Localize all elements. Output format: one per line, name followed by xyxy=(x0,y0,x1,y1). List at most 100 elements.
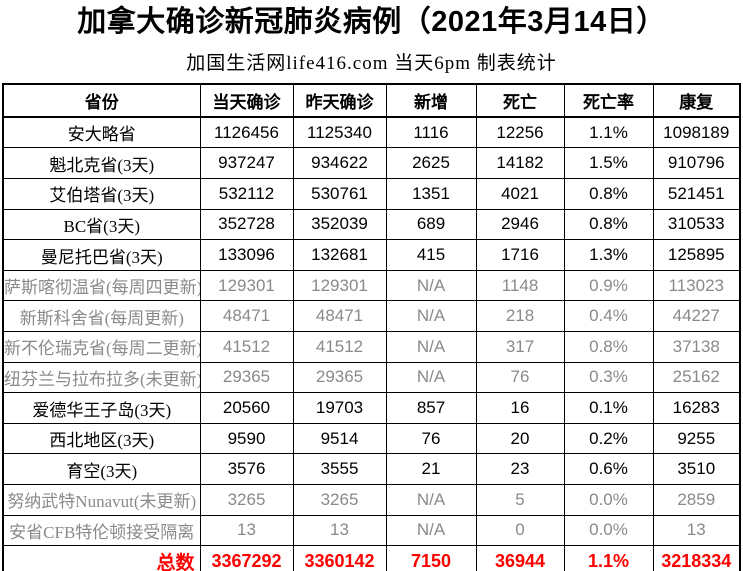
recovered-cell: 37138 xyxy=(652,331,741,363)
header-recovered: 康复 xyxy=(652,83,741,118)
recovered-cell: 16283 xyxy=(652,392,741,424)
death-rate-cell: 1.1% xyxy=(563,116,654,149)
header-new: 新增 xyxy=(385,83,477,118)
deaths-cell: 1716 xyxy=(475,239,565,271)
table-header: 省份 当天确诊 昨天确诊 新增 死亡 死亡率 康复 xyxy=(2,83,741,118)
yesterday-confirmed-cell: 9514 xyxy=(292,422,387,455)
yesterday-confirmed-cell: 934622 xyxy=(292,147,387,180)
yesterday-confirmed-cell: 129301 xyxy=(292,269,387,302)
recovered-cell: 1098189 xyxy=(652,116,741,149)
yesterday-confirmed-cell: 19703 xyxy=(292,392,387,424)
death-rate-cell: 0.0% xyxy=(563,514,654,547)
table-row: 魁北克省(3天) 937247 934622 2625 14182 1.5% 910796 xyxy=(2,147,741,180)
page-subtitle: 加国生活网life416.com 当天6pm 制表统计 xyxy=(186,52,557,74)
new-cases-cell: 7150 xyxy=(385,545,477,571)
today-confirmed-cell: 129301 xyxy=(199,269,294,302)
yesterday-confirmed-cell: 3555 xyxy=(292,453,387,486)
deaths-cell: 76 xyxy=(475,361,565,394)
new-cases-cell: 1351 xyxy=(385,178,477,210)
today-confirmed-cell: 41512 xyxy=(199,331,294,363)
province-cell: 安省CFB特伦顿接受隔离 xyxy=(2,514,201,547)
death-rate-cell: 1.1% xyxy=(563,545,654,571)
deaths-cell: 14182 xyxy=(475,147,565,180)
table-row: 曼尼托巴省(3天) 133096 132681 415 1716 1.3% 125895 xyxy=(2,239,741,271)
new-cases-cell: 857 xyxy=(385,392,477,424)
province-cell: 育空(3天) xyxy=(2,453,201,486)
deaths-cell: 317 xyxy=(475,331,565,363)
table-row: 萨斯喀彻温省(每周四更新) 129301 129301 N/A 1148 0.9% 1130… xyxy=(2,269,741,302)
recovered-cell: 13 xyxy=(652,514,741,547)
new-cases-cell: 415 xyxy=(385,239,477,271)
today-confirmed-cell: 532112 xyxy=(199,178,294,210)
province-cell: 魁北克省(3天) xyxy=(2,147,201,180)
header-deaths: 死亡 xyxy=(475,83,565,118)
yesterday-confirmed-cell: 29365 xyxy=(292,361,387,394)
province-cell: 总数 xyxy=(2,545,201,571)
new-cases-cell: 689 xyxy=(385,208,477,241)
province-cell: 新不伦瑞克省(每周二更新) xyxy=(2,331,201,363)
province-cell: 西北地区(3天) xyxy=(2,422,201,455)
death-rate-cell: 0.4% xyxy=(563,300,654,333)
today-confirmed-cell: 3367292 xyxy=(199,545,294,571)
death-rate-cell: 0.8% xyxy=(563,331,654,363)
province-cell: 安大略省 xyxy=(2,116,201,149)
today-confirmed-cell: 29365 xyxy=(199,361,294,394)
death-rate-cell: 1.3% xyxy=(563,239,654,271)
recovered-cell: 9255 xyxy=(652,422,741,455)
yesterday-confirmed-cell: 1125340 xyxy=(292,116,387,149)
table-row: 努纳武特Nunavut(未更新) 3265 3265 N/A 5 0.0% 2859 xyxy=(2,484,741,516)
deaths-cell: 4021 xyxy=(475,178,565,210)
deaths-cell: 23 xyxy=(475,453,565,486)
today-confirmed-cell: 20560 xyxy=(199,392,294,424)
new-cases-cell: 1116 xyxy=(385,116,477,149)
today-confirmed-cell: 352728 xyxy=(199,208,294,241)
province-cell: 艾伯塔省(3天) xyxy=(2,178,201,210)
deaths-cell: 12256 xyxy=(475,116,565,149)
table-row: BC省(3天) 352728 352039 689 2946 0.8% 310533 xyxy=(2,208,741,241)
table-row: 西北地区(3天) 9590 9514 76 20 0.2% 9255 xyxy=(2,422,741,455)
recovered-cell: 3218334 xyxy=(652,545,741,571)
today-confirmed-cell: 9590 xyxy=(199,422,294,455)
deaths-cell: 1148 xyxy=(475,269,565,302)
death-rate-cell: 0.2% xyxy=(563,422,654,455)
recovered-cell: 25162 xyxy=(652,361,741,394)
new-cases-cell: N/A xyxy=(385,269,477,302)
yesterday-confirmed-cell: 3360142 xyxy=(292,545,387,571)
province-cell: 萨斯喀彻温省(每周四更新) xyxy=(2,269,201,302)
death-rate-cell: 0.8% xyxy=(563,208,654,241)
new-cases-cell: N/A xyxy=(385,300,477,333)
new-cases-cell: N/A xyxy=(385,484,477,516)
deaths-cell: 5 xyxy=(475,484,565,516)
deaths-cell: 218 xyxy=(475,300,565,333)
today-confirmed-cell: 48471 xyxy=(199,300,294,333)
table-row: 安省CFB特伦顿接受隔离 13 13 N/A 0 0.0% 13 xyxy=(2,514,741,547)
new-cases-cell: N/A xyxy=(385,514,477,547)
new-cases-cell: N/A xyxy=(385,361,477,394)
recovered-cell: 113023 xyxy=(652,269,741,302)
death-rate-cell: 1.5% xyxy=(563,147,654,180)
table-body: 安大略省 1126456 1125340 1116 12256 1.1% 1098189 魁北… xyxy=(2,116,741,571)
header-yesterday: 昨天确诊 xyxy=(292,83,387,118)
recovered-cell: 125895 xyxy=(652,239,741,271)
header-row: 省份 当天确诊 昨天确诊 新增 死亡 死亡率 康复 xyxy=(2,83,741,118)
recovered-cell: 2859 xyxy=(652,484,741,516)
today-confirmed-cell: 3265 xyxy=(199,484,294,516)
death-rate-cell: 0.6% xyxy=(563,453,654,486)
table-row: 新不伦瑞克省(每周二更新) 41512 41512 N/A 317 0.8% 37138 xyxy=(2,331,741,363)
death-rate-cell: 0.0% xyxy=(563,484,654,516)
yesterday-confirmed-cell: 48471 xyxy=(292,300,387,333)
deaths-cell: 36944 xyxy=(475,545,565,571)
today-confirmed-cell: 937247 xyxy=(199,147,294,180)
deaths-cell: 2946 xyxy=(475,208,565,241)
recovered-cell: 3510 xyxy=(652,453,741,486)
new-cases-cell: 76 xyxy=(385,422,477,455)
deaths-cell: 0 xyxy=(475,514,565,547)
yesterday-confirmed-cell: 3265 xyxy=(292,484,387,516)
table-row: 艾伯塔省(3天) 532112 530761 1351 4021 0.8% 521451 xyxy=(2,178,741,210)
province-cell: 曼尼托巴省(3天) xyxy=(2,239,201,271)
table-row: 爱德华王子岛(3天) 20560 19703 857 16 0.1% 16283 xyxy=(2,392,741,424)
table-row: 育空(3天) 3576 3555 21 23 0.6% 3510 xyxy=(2,453,741,486)
yesterday-confirmed-cell: 41512 xyxy=(292,331,387,363)
covid-stats-table: 省份 当天确诊 昨天确诊 新增 死亡 死亡率 康复 安大略省 1126456 112… xyxy=(2,82,741,571)
